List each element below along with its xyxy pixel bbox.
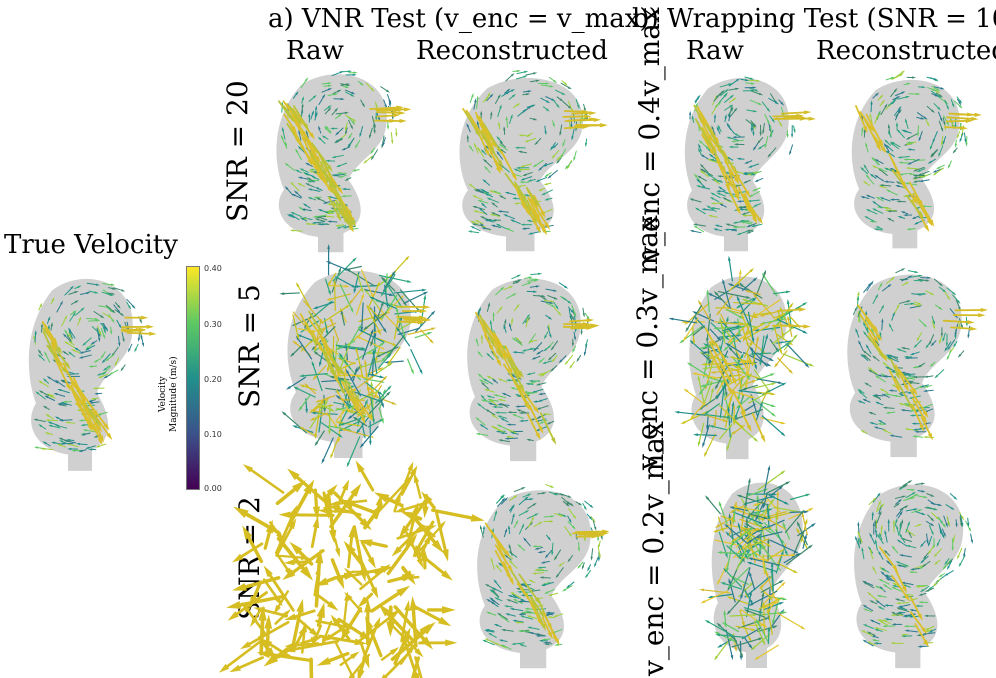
colorbar (186, 266, 200, 490)
velocity-arrows (474, 272, 600, 445)
velocity-arrows (854, 480, 973, 648)
panel-b-raw-venc02 (690, 465, 830, 672)
panel-a-rec-snr5 (440, 270, 615, 465)
colorbar-title: Velocity Magnitude (m/s) (158, 356, 180, 432)
velocity-field-svg (668, 255, 815, 460)
panel-a-raw-snr5 (258, 244, 448, 468)
velocity-field-svg (684, 76, 816, 252)
colorbar-tick-030: 0.30 (204, 320, 222, 329)
panel-a-rec-snr2 (450, 482, 625, 672)
panel-b-raw-venc03 (666, 255, 816, 463)
velocity-field-svg (699, 465, 816, 669)
panel-b-rec-venc03 (820, 266, 996, 461)
velocity-arrows (278, 70, 412, 233)
row-a-snr20: SNR = 20 (221, 80, 254, 222)
colorbar-title-line2: Magnitude (m/s) (169, 356, 179, 432)
velocity-field-svg (276, 70, 412, 253)
vessel-silhouette (477, 490, 591, 669)
colorbar-tick-020: 0.20 (204, 375, 222, 384)
velocity-field-svg (467, 272, 600, 462)
true-velocity-label: True Velocity (4, 230, 178, 260)
col-a-reconstructed: Reconstructed (416, 36, 608, 66)
velocity-field-svg (218, 460, 485, 678)
vessel-silhouette (854, 484, 964, 669)
vessel-silhouette (467, 278, 581, 462)
velocity-arrows (479, 484, 610, 650)
velocity-field-svg (851, 70, 982, 249)
velocity-arrows (855, 70, 982, 233)
panel-b-raw-venc04 (660, 70, 820, 255)
col-b-raw: Raw (686, 36, 744, 66)
panel-b-rec-venc02 (828, 476, 996, 672)
velocity-field-svg (854, 480, 973, 669)
colorbar-title-line1: Velocity (158, 376, 168, 413)
colorbar-tick-040: 0.40 (204, 264, 222, 273)
panel-a-raw-snr2 (218, 460, 485, 678)
colorbar-tick-000: 0.00 (204, 484, 222, 493)
section-b-title: b) Wrapping Test (SNR = 10) (632, 4, 996, 34)
velocity-arrows (279, 244, 437, 468)
velocity-arrows (218, 460, 485, 678)
velocity-arrows (462, 69, 608, 236)
velocity-arrows (852, 268, 989, 441)
panel-a-raw-snr20 (250, 66, 420, 256)
velocity-arrows (668, 255, 815, 458)
col-b-reconstructed: Reconstructed (816, 36, 996, 66)
vessel-silhouette (28, 278, 133, 471)
panel-b-rec-venc04 (826, 70, 992, 252)
panel-a-rec-snr20 (430, 69, 620, 255)
col-a-raw: Raw (286, 36, 344, 66)
velocity-arrows (688, 76, 816, 236)
panel-true-velocity (4, 270, 164, 475)
velocity-field-svg (847, 268, 989, 458)
colorbar-tick-010: 0.10 (204, 430, 222, 439)
section-a-title: a) VNR Test (v_enc = v_max) (268, 4, 650, 34)
velocity-field-svg (477, 484, 610, 669)
velocity-arrows (699, 465, 816, 661)
row-b-venc02: v_enc = 0.2v_max (637, 421, 670, 676)
velocity-arrows (33, 282, 157, 452)
vessel-silhouette (459, 78, 583, 252)
vessel-silhouette (711, 482, 803, 669)
vessel-silhouette (851, 79, 960, 249)
velocity-field-svg (28, 278, 157, 471)
velocity-field-svg (459, 69, 608, 252)
velocity-field-svg (279, 244, 437, 468)
vessel-silhouette (276, 74, 387, 253)
